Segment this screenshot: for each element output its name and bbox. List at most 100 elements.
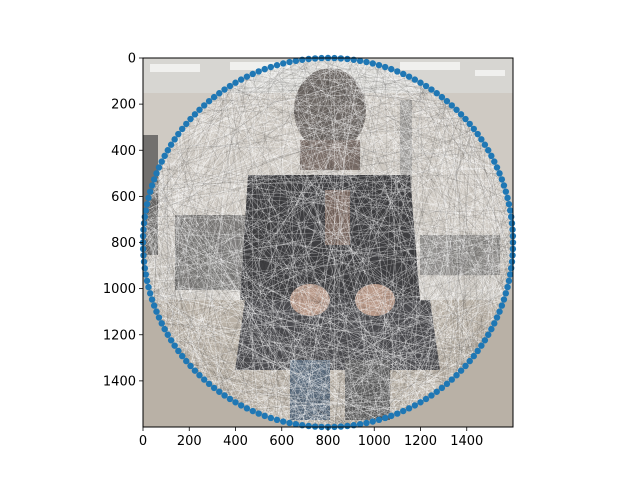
string-line — [156, 89, 432, 174]
scatter-point — [191, 111, 199, 118]
scatter-point — [237, 402, 245, 409]
scatter-point — [243, 73, 251, 80]
string-line — [151, 185, 329, 427]
string-line — [477, 134, 510, 281]
scatter-point — [411, 76, 419, 83]
string-line — [151, 185, 495, 324]
scatter-point — [502, 188, 510, 195]
string-line — [194, 114, 354, 426]
string-line — [167, 179, 502, 335]
string-line — [425, 123, 470, 400]
string-line — [174, 139, 432, 396]
string-line — [164, 191, 506, 330]
scatter-point — [462, 362, 469, 370]
string-line — [295, 60, 513, 262]
string-line — [174, 345, 392, 417]
string-line — [219, 89, 225, 392]
string-line — [170, 63, 284, 341]
string-line — [143, 242, 200, 376]
scatter-point — [363, 419, 370, 427]
string-line — [235, 328, 492, 403]
scatter-point — [243, 405, 251, 412]
string-line — [359, 128, 474, 425]
string-line — [194, 79, 242, 371]
string-line — [235, 82, 322, 427]
string-line — [308, 286, 508, 427]
string-line — [241, 280, 510, 406]
string-line — [145, 64, 380, 211]
string-line — [182, 128, 474, 357]
scatter-point — [183, 120, 190, 128]
string-line — [334, 58, 457, 376]
scatter-point — [457, 111, 465, 118]
scatter-point — [394, 68, 401, 75]
string-line — [190, 118, 506, 294]
string-line — [170, 60, 297, 145]
string-line — [143, 223, 466, 367]
string-line — [152, 179, 502, 186]
string-line — [174, 261, 513, 346]
string-line — [171, 144, 492, 157]
string-line — [213, 60, 361, 388]
string-line — [408, 76, 513, 262]
scatter-point — [438, 384, 446, 392]
string-line — [151, 58, 342, 186]
string-line — [190, 118, 513, 263]
scatter-point — [155, 164, 163, 171]
string-line — [145, 210, 410, 409]
string-line — [178, 68, 392, 135]
string-line — [283, 73, 404, 422]
string-line — [289, 61, 502, 180]
scatter-point — [161, 325, 168, 333]
string-line — [171, 144, 492, 157]
string-line — [264, 69, 470, 362]
scatter-point — [498, 176, 506, 183]
string-line — [146, 105, 452, 282]
string-line — [150, 191, 492, 330]
scatter-point — [448, 376, 455, 383]
scatter-point — [216, 388, 223, 395]
scatter-point — [210, 384, 218, 392]
string-line — [229, 398, 410, 409]
string-line — [295, 167, 498, 425]
string-line — [143, 222, 511, 275]
string-line — [143, 223, 513, 256]
string-line — [403, 73, 478, 351]
string-line — [420, 82, 427, 399]
string-line — [246, 109, 457, 409]
string-line — [148, 286, 452, 380]
string-line — [229, 85, 513, 230]
string-line — [384, 66, 498, 318]
string-line — [190, 365, 335, 427]
string-line — [252, 73, 478, 135]
string-line — [199, 109, 512, 218]
scatter-point — [363, 58, 370, 66]
string-line — [246, 76, 489, 335]
string-line — [219, 93, 386, 419]
string-line — [235, 85, 427, 403]
string-line — [451, 105, 513, 262]
string-line — [414, 79, 505, 300]
string-line — [372, 82, 421, 422]
scatter-point — [145, 194, 152, 202]
scatter-point — [261, 65, 268, 73]
string-line — [148, 85, 231, 199]
string-line — [194, 370, 386, 419]
string-line — [252, 73, 322, 427]
string-line — [170, 144, 410, 409]
string-line — [327, 274, 511, 427]
string-line — [154, 242, 513, 306]
string-line — [347, 58, 475, 357]
string-line — [219, 93, 506, 294]
string-line — [143, 235, 485, 341]
scatter-point — [171, 342, 178, 349]
string-line — [219, 92, 442, 98]
string-line — [146, 73, 253, 205]
string-line — [151, 155, 165, 300]
string-line — [150, 293, 380, 421]
string-line — [308, 58, 512, 218]
scatter-point — [344, 55, 351, 63]
string-line — [295, 60, 478, 352]
string-line — [289, 360, 470, 424]
string-line — [235, 82, 367, 424]
